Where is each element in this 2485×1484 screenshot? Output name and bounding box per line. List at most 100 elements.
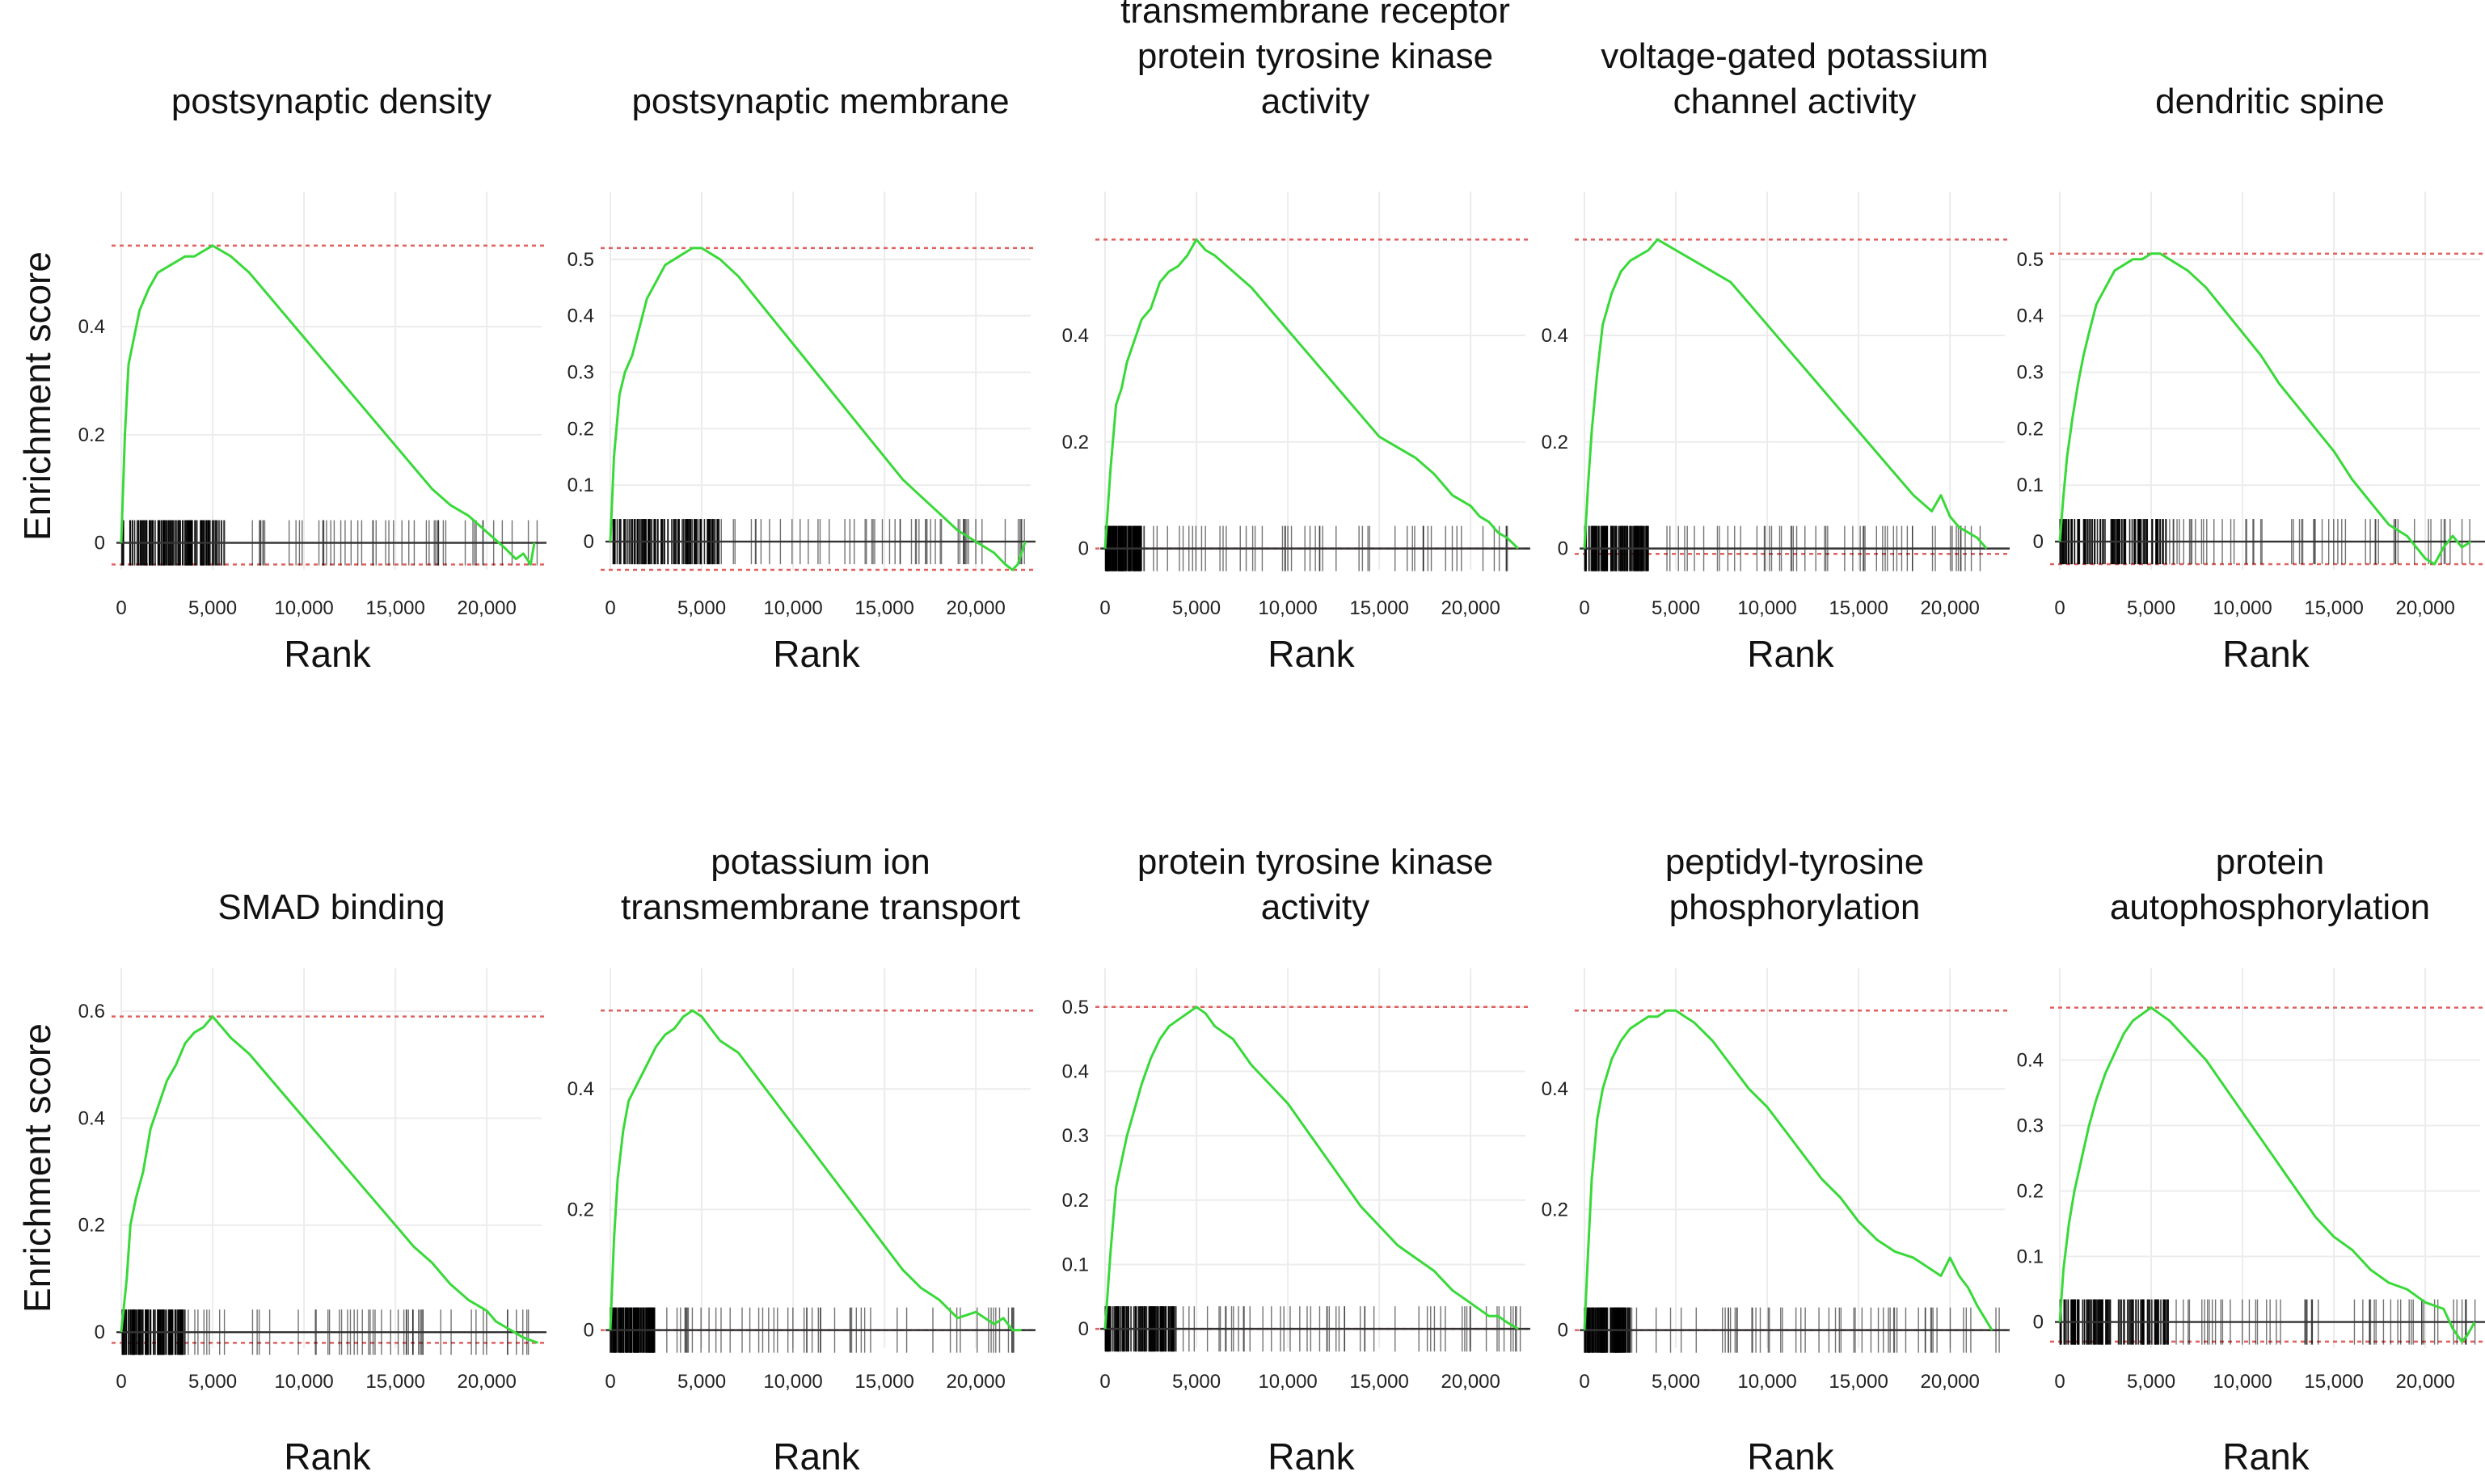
x-axis-label: Rank xyxy=(2222,1436,2310,1478)
enrichment-score-line xyxy=(1583,1009,1993,1331)
x-tick-label: 20,000 xyxy=(946,597,1005,619)
panel-4: voltage-gated potassium channel activity 0… xyxy=(1542,36,2011,675)
x-tick-label: 5,000 xyxy=(1172,597,1221,619)
x-tick-label: 20,000 xyxy=(1441,1371,1500,1393)
y-tick-label: 0.3 xyxy=(567,362,594,384)
y-axis-label-row-2: Enrichment score xyxy=(16,1023,58,1313)
x-tick-label: 15,000 xyxy=(365,597,424,619)
x-tick-label: 0 xyxy=(605,1371,615,1393)
panel-title-line: protein tyrosine kinase xyxy=(1137,36,1493,76)
y-axis-label-row-1: Enrichment score xyxy=(16,251,58,541)
y-tick-label: 0.5 xyxy=(2017,249,2044,271)
y-tick-label: 0 xyxy=(95,1322,105,1343)
y-tick-label: 0.2 xyxy=(78,1215,105,1237)
x-tick-label: 10,000 xyxy=(763,597,822,619)
enrichment-score-line xyxy=(609,1009,1022,1332)
x-tick-label: 15,000 xyxy=(2304,1371,2363,1393)
y-tick-label: 0.4 xyxy=(567,1078,594,1100)
panel-1: postsynaptic density 0 0.2 0.4 0 5,000 10,000 1… xyxy=(78,82,548,675)
panel-title-line: SMAD binding xyxy=(217,887,445,927)
y-tick-label: 0.1 xyxy=(567,474,594,496)
panel-title-line: channel activity xyxy=(1673,82,1917,121)
y-tick-label: 0.1 xyxy=(2017,1246,2044,1268)
x-tick-label: 10,000 xyxy=(763,1371,822,1393)
panel-9: peptidyl-tyrosine phosphorylation 0 0.2 0.4 0… xyxy=(1542,842,2011,1478)
enrichment-score-line xyxy=(1103,1005,1519,1330)
x-tick-label: 15,000 xyxy=(365,1371,424,1393)
enrichment-score-line xyxy=(120,244,536,566)
x-tick-label: 20,000 xyxy=(457,597,516,619)
y-tick-label: 0.1 xyxy=(1062,1254,1089,1275)
x-axis-label: Rank xyxy=(1747,1436,1834,1478)
y-tick-label: 0 xyxy=(95,533,105,554)
x-tick-label: 15,000 xyxy=(854,1371,913,1393)
y-tick-label: 0.1 xyxy=(2017,474,2044,496)
x-tick-label: 0 xyxy=(2054,1371,2065,1393)
x-axis-label: Rank xyxy=(284,1436,371,1478)
x-tick-label: 10,000 xyxy=(1258,597,1317,619)
x-tick-label: 0 xyxy=(116,597,126,619)
x-tick-label: 10,000 xyxy=(1737,1371,1796,1393)
y-tick-label: 0 xyxy=(2033,1312,2044,1334)
x-axis-label: Rank xyxy=(1268,633,1355,675)
x-tick-label: 5,000 xyxy=(2127,597,2175,619)
y-tick-label: 0.5 xyxy=(567,249,594,271)
panel-title-line: transmembrane receptor xyxy=(1120,0,1510,31)
x-tick-label: 5,000 xyxy=(188,597,237,619)
panel-title-line: transmembrane transport xyxy=(621,887,1020,927)
y-tick-label: 0.4 xyxy=(567,306,594,327)
y-tick-label: 0.2 xyxy=(567,418,594,440)
x-tick-label: 5,000 xyxy=(1172,1371,1221,1393)
enrichment-score-line xyxy=(2058,252,2472,566)
enrichment-score-line xyxy=(1103,238,1520,550)
panel-title-line: potassium ion xyxy=(711,842,930,882)
x-tick-label: 0 xyxy=(1579,597,1589,619)
enrichment-score-line xyxy=(609,247,1027,571)
y-tick-label: 0 xyxy=(1078,1318,1089,1340)
x-tick-label: 0 xyxy=(116,1371,126,1393)
y-tick-label: 0.5 xyxy=(1062,997,1089,1018)
y-tick-label: 0.2 xyxy=(1542,1199,1568,1221)
x-axis-label: Rank xyxy=(773,1436,860,1478)
y-tick-label: 0.4 xyxy=(2017,1049,2044,1071)
enrichment-score-line xyxy=(1583,238,1988,550)
y-tick-label: 0 xyxy=(2033,531,2044,553)
x-tick-label: 5,000 xyxy=(188,1371,237,1393)
y-tick-label: 0.2 xyxy=(1062,1190,1089,1212)
x-tick-label: 10,000 xyxy=(274,597,333,619)
x-tick-label: 10,000 xyxy=(2213,1371,2272,1393)
y-tick-label: 0.3 xyxy=(2017,362,2044,384)
x-tick-label: 20,000 xyxy=(1920,597,1979,619)
x-tick-label: 15,000 xyxy=(1349,597,1408,619)
panel-8: protein tyrosine kinase activity 0 0.1 0.2 0.… xyxy=(1062,842,1532,1478)
x-tick-label: 5,000 xyxy=(1652,597,1700,619)
y-tick-label: 0.2 xyxy=(567,1199,594,1221)
panel-7: potassium ion transmembrane transport 0 0.2… xyxy=(567,842,1037,1478)
x-axis-label: Rank xyxy=(1747,633,1834,675)
x-axis-label: Rank xyxy=(773,633,860,675)
panel-title-line: autophosphorylation xyxy=(2110,887,2430,927)
x-tick-label: 5,000 xyxy=(2127,1371,2175,1393)
panel-6: SMAD binding 0 0.2 0.4 0.6 0 5,000 10,000 15,000… xyxy=(78,887,548,1478)
panel-10: protein autophosphorylation 0 0.1 0.2 0.3 0.4 0… xyxy=(2017,842,2485,1478)
x-tick-label: 15,000 xyxy=(1829,597,1888,619)
panel-title-line: protein tyrosine kinase xyxy=(1137,842,1493,882)
y-tick-label: 0.6 xyxy=(78,1001,105,1022)
x-tick-label: 20,000 xyxy=(946,1371,1005,1393)
y-tick-label: 0.3 xyxy=(1062,1125,1089,1147)
panel-title-line: dendritic spine xyxy=(2155,82,2385,121)
enrichment-score-line xyxy=(120,1015,539,1344)
x-axis-label: Rank xyxy=(284,633,371,675)
y-tick-label: 0.2 xyxy=(2017,418,2044,440)
x-tick-label: 20,000 xyxy=(457,1371,516,1393)
x-axis-label: Rank xyxy=(2222,633,2310,675)
y-tick-label: 0.4 xyxy=(1062,1060,1089,1082)
panel-title-line: postsynaptic membrane xyxy=(631,82,1009,121)
x-tick-label: 5,000 xyxy=(1652,1371,1700,1393)
y-tick-label: 0.4 xyxy=(78,316,105,338)
x-tick-label: 15,000 xyxy=(2304,597,2363,619)
x-tick-label: 0 xyxy=(2054,597,2065,619)
x-tick-label: 20,000 xyxy=(2395,1371,2454,1393)
